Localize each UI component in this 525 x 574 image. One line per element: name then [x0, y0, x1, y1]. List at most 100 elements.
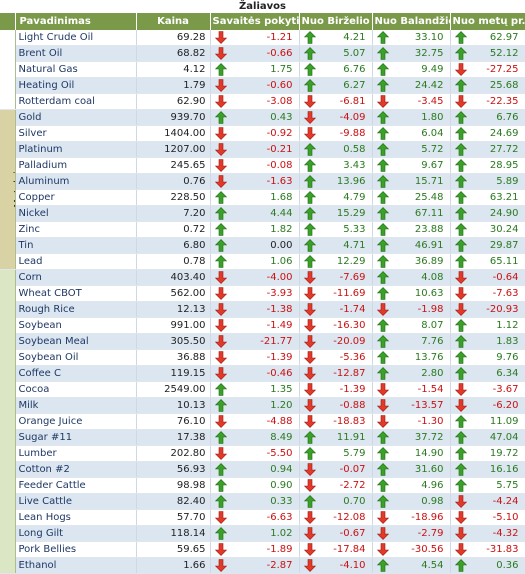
- green-up-arrow-icon: [304, 447, 316, 460]
- weekly-change: -21.77: [210, 334, 299, 350]
- change-value: 9.67: [421, 160, 443, 171]
- change-value: -3.67: [493, 384, 519, 395]
- red-down-arrow-icon: [215, 559, 227, 572]
- commodity-price: 68.82: [136, 46, 210, 62]
- header-ytd[interactable]: Nuo metų pr.%: [450, 13, 525, 30]
- table-row[interactable]: EnergijaLight Crude Oil69.28-1.214.2133.…: [0, 30, 525, 46]
- change-since-june: -9.88: [299, 126, 372, 142]
- green-up-arrow-icon: [377, 367, 389, 380]
- table-row[interactable]: Žemės ūkio produkcijaCorn403.40-4.00-7.6…: [0, 270, 525, 286]
- change-since-april: 15.71: [372, 174, 450, 190]
- weekly-change: 1.06: [210, 254, 299, 270]
- commodity-name: Aluminum: [15, 174, 136, 190]
- green-up-arrow-icon: [455, 223, 467, 236]
- weekly-change: -4.00: [210, 270, 299, 286]
- group-label-cell: Metalai: [0, 110, 15, 270]
- change-since-june: -1.39: [299, 382, 372, 398]
- green-up-arrow-icon: [215, 463, 227, 476]
- weekly-change: 0.94: [210, 462, 299, 478]
- change-value: -17.84: [333, 544, 365, 555]
- change-value: 3.43: [343, 160, 365, 171]
- green-up-arrow-icon: [215, 527, 227, 540]
- change-since-april: 32.75: [372, 46, 450, 62]
- change-value: 4.79: [343, 192, 365, 203]
- green-up-arrow-icon: [215, 495, 227, 508]
- green-up-arrow-icon: [304, 31, 316, 44]
- change-value: 1.06: [270, 256, 292, 267]
- commodity-price: 403.40: [136, 270, 210, 286]
- change-since-june: -11.69: [299, 286, 372, 302]
- red-down-arrow-icon: [455, 495, 467, 508]
- header-name[interactable]: Pavadinimas: [15, 13, 136, 30]
- green-up-arrow-icon: [455, 367, 467, 380]
- change-value: 37.72: [415, 432, 444, 443]
- change-value: -6.63: [267, 512, 293, 523]
- header-price[interactable]: Kaina: [136, 13, 210, 30]
- red-down-arrow-icon: [304, 383, 316, 396]
- change-since-april: 24.42: [372, 78, 450, 94]
- header-weekly-change[interactable]: Savaitės pokytis %: [210, 13, 299, 30]
- commodity-price: 1.79: [136, 78, 210, 94]
- green-up-arrow-icon: [455, 207, 467, 220]
- change-value: 1.83: [496, 336, 518, 347]
- red-down-arrow-icon: [304, 463, 316, 476]
- change-value: 6.76: [343, 64, 365, 75]
- header-since-april[interactable]: Nuo Balandžio %: [372, 13, 450, 30]
- change-value: 63.21: [490, 192, 519, 203]
- header-since-june[interactable]: Nuo Birželio %: [299, 13, 372, 30]
- weekly-change: 1.68: [210, 190, 299, 206]
- change-value: 4.71: [343, 240, 365, 251]
- commodity-price: 0.72: [136, 222, 210, 238]
- green-up-arrow-icon: [455, 159, 467, 172]
- header-group: [0, 13, 15, 30]
- commodity-name: Light Crude Oil: [15, 30, 136, 46]
- green-up-arrow-icon: [215, 383, 227, 396]
- red-down-arrow-icon: [455, 527, 467, 540]
- change-value: -4.24: [493, 496, 519, 507]
- commodity-name: Wheat CBOT: [15, 286, 136, 302]
- change-since-june: 13.96: [299, 174, 372, 190]
- change-value: -6.81: [340, 96, 366, 107]
- change-value: 5.33: [343, 224, 365, 235]
- green-up-arrow-icon: [377, 223, 389, 236]
- change-since-april: 37.72: [372, 430, 450, 446]
- green-up-arrow-icon: [304, 143, 316, 156]
- change-value: -1.74: [340, 304, 366, 315]
- green-up-arrow-icon: [455, 319, 467, 332]
- commodity-price: 76.10: [136, 414, 210, 430]
- commodity-name: Rough Rice: [15, 302, 136, 318]
- change-since-april: 23.88: [372, 222, 450, 238]
